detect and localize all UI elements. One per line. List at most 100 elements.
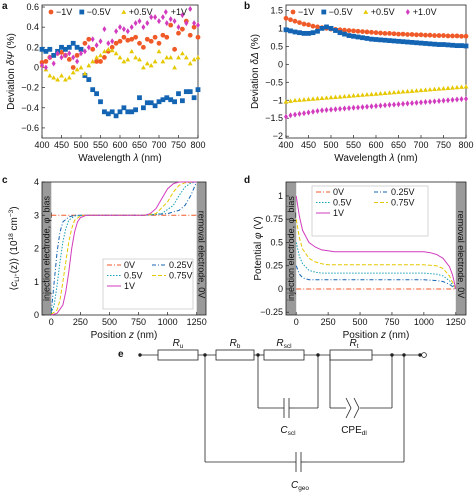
legend-label: 0.5V <box>333 198 352 208</box>
data-point <box>43 48 49 54</box>
data-point <box>156 99 162 105</box>
data-point <box>82 48 87 55</box>
y-tick-label: 0.5 <box>270 237 283 247</box>
y-axis-label: ⟨cLi⁺(z)⟩ (1018 cm−3) <box>8 206 21 290</box>
removal-electrode-band <box>196 182 206 315</box>
data-point <box>324 24 329 30</box>
data-point <box>153 14 158 21</box>
data-point <box>382 37 388 43</box>
data-point <box>355 28 361 34</box>
y-tick-label: 0.6 <box>26 2 39 12</box>
legend-label: +1.0V <box>413 7 437 17</box>
x-tick-label: 750 <box>131 317 146 327</box>
data-point <box>63 46 68 52</box>
data-point <box>432 41 437 47</box>
data-point <box>70 70 76 75</box>
data-point <box>423 99 428 106</box>
data-point <box>125 28 130 35</box>
data-point <box>160 59 166 64</box>
data-point <box>43 64 48 71</box>
x-tick-label: 450 <box>301 140 316 150</box>
data-point <box>414 32 419 38</box>
data-point <box>168 97 174 103</box>
label-cgeo: Cgeo <box>291 480 309 492</box>
data-point <box>86 36 92 42</box>
legend-label: 0V <box>333 187 344 197</box>
data-point <box>423 87 428 92</box>
x-tick-label: 800 <box>458 140 473 150</box>
data-point <box>110 38 115 45</box>
data-point <box>441 97 446 104</box>
data-point <box>436 33 442 38</box>
data-point <box>156 40 162 46</box>
data-point <box>149 14 154 21</box>
x-tick-label: 500 <box>73 140 88 150</box>
data-point <box>378 30 383 36</box>
data-point <box>365 103 369 110</box>
legend-label: +0.5V <box>371 7 395 17</box>
data-point <box>70 65 76 70</box>
data-point <box>346 33 352 38</box>
data-point <box>102 54 107 60</box>
resistor-rb <box>215 349 255 361</box>
data-point <box>400 89 406 94</box>
x-axis-label: Wavelength λ (nm) <box>78 153 161 164</box>
data-point <box>319 25 325 31</box>
resistor-ru <box>157 349 199 361</box>
data-point <box>427 87 433 92</box>
data-point <box>301 21 307 27</box>
data-point <box>141 44 146 50</box>
data-point <box>152 59 158 64</box>
data-point <box>450 96 455 103</box>
legend-label: 1V <box>333 208 344 218</box>
data-point <box>414 88 419 93</box>
data-point <box>454 84 460 90</box>
panel-d: injection electrode, φ_bias removal elect… <box>244 175 467 341</box>
data-point <box>346 28 352 33</box>
series-line-0.75V <box>295 219 457 290</box>
data-point <box>283 27 289 33</box>
data-point <box>369 103 374 110</box>
legend-label: −0.5V <box>87 7 111 17</box>
x-tick-label: 750 <box>171 140 186 150</box>
data-point <box>121 34 127 40</box>
data-point <box>459 84 464 89</box>
data-point <box>342 105 347 112</box>
data-point <box>459 96 464 103</box>
data-point <box>164 20 169 27</box>
data-point <box>333 28 338 33</box>
data-point <box>405 32 410 37</box>
node-dot <box>138 353 142 357</box>
data-point <box>59 54 64 61</box>
data-point <box>133 107 138 113</box>
data-point <box>355 34 361 40</box>
panel-e: e Ru Rb Rscl Rt Cscl CPEdl Cgeo <box>118 338 427 492</box>
series--0.5V <box>39 40 201 119</box>
data-point <box>396 101 401 108</box>
data-point <box>55 77 60 82</box>
y-tick-label: 0.75 <box>265 214 283 224</box>
data-point <box>373 91 379 96</box>
y-tick-label: −0.2 <box>21 83 39 93</box>
data-point <box>176 24 181 31</box>
data-point <box>396 89 401 94</box>
data-point <box>114 28 119 35</box>
data-point <box>419 99 423 106</box>
data-point <box>455 96 459 103</box>
data-point <box>288 28 293 34</box>
series-line-0.5V <box>50 181 197 314</box>
data-point <box>301 30 307 36</box>
data-point <box>67 50 72 57</box>
data-point <box>195 54 201 60</box>
x-tick-label: 650 <box>132 140 147 150</box>
data-point <box>360 92 365 97</box>
data-point <box>337 30 343 36</box>
data-point <box>187 89 193 95</box>
data-point <box>432 98 437 105</box>
data-point <box>405 88 410 94</box>
data-point <box>144 36 150 42</box>
data-point <box>47 73 53 78</box>
panel-letter: c <box>2 175 8 186</box>
y-tick-label: 0 <box>34 62 39 72</box>
data-point <box>191 57 197 62</box>
